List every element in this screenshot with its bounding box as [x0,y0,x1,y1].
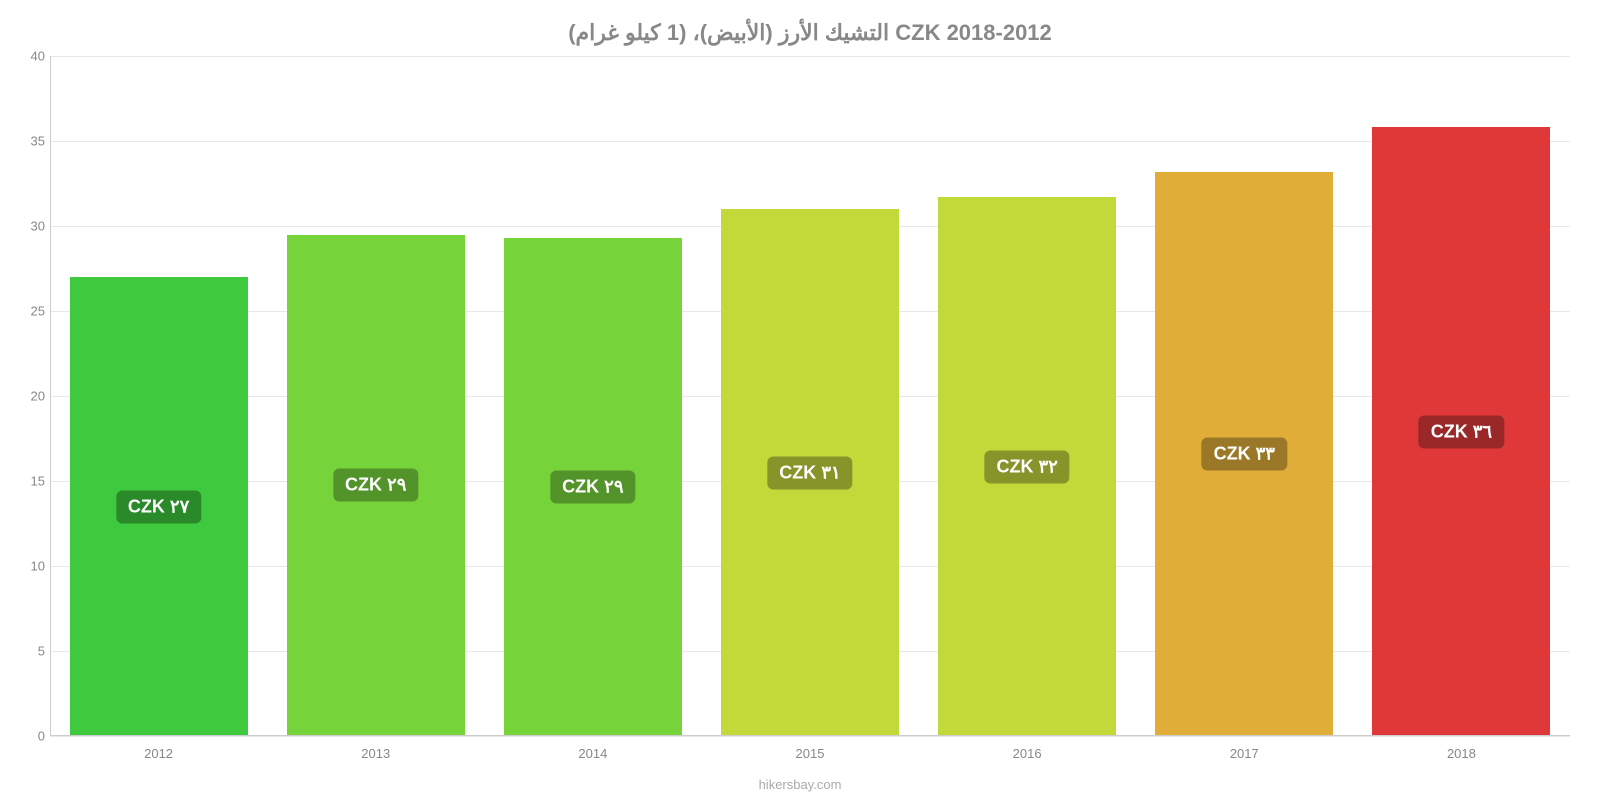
bar-value-label: ٢٩ CZK [333,469,418,502]
y-axis: 0510152025303540 [15,56,45,736]
y-tick-label: 20 [15,389,45,404]
bar-value-label: ٣٦ CZK [1419,415,1504,448]
bar: ٢٧ CZK [70,277,248,736]
y-tick-label: 0 [15,729,45,744]
y-tick-label: 30 [15,219,45,234]
bar-slot: ٢٩ CZK [484,56,701,736]
bar-slot: ٣٢ CZK [919,56,1136,736]
bar-value-label: ٣١ CZK [767,456,852,489]
bar-value-label: ٣٢ CZK [984,450,1069,483]
chart-container: التشيك الأرز (الأبيض)، (1 كيلو غرام) CZK… [50,20,1570,780]
y-tick-label: 40 [15,49,45,64]
plot-area: 0510152025303540 ٢٧ CZK٢٩ CZK٢٩ CZK٣١ CZ… [50,56,1570,736]
x-tick-label: 2014 [484,746,701,761]
bar-slot: ٣٦ CZK [1353,56,1570,736]
bar-slot: ٣١ CZK [701,56,918,736]
bar: ٣١ CZK [721,209,899,736]
x-tick-label: 2015 [701,746,918,761]
bar-slot: ٣٣ CZK [1136,56,1353,736]
y-tick-label: 25 [15,304,45,319]
bar-value-label: ٢٧ CZK [116,490,201,523]
grid-line [50,736,1570,737]
bar-slot: ٢٩ CZK [267,56,484,736]
x-axis-labels: 2012201320142015201620172018 [50,746,1570,761]
y-tick-label: 5 [15,644,45,659]
chart-title: التشيك الأرز (الأبيض)، (1 كيلو غرام) CZK… [50,20,1570,46]
bar-value-label: ٢٩ CZK [550,470,635,503]
y-axis-line [50,56,51,736]
bar-slot: ٢٧ CZK [50,56,267,736]
x-tick-label: 2013 [267,746,484,761]
bar: ٢٩ CZK [504,238,682,736]
bar: ٣٢ CZK [938,197,1116,736]
bar: ٣٣ CZK [1155,172,1333,736]
x-axis-line [50,735,1570,736]
bar-value-label: ٣٣ CZK [1202,437,1287,470]
y-tick-label: 15 [15,474,45,489]
bar: ٣٦ CZK [1372,127,1550,736]
x-tick-label: 2018 [1353,746,1570,761]
y-tick-label: 35 [15,134,45,149]
bar: ٢٩ CZK [287,235,465,737]
attribution-text: hikersbay.com [759,777,842,792]
x-tick-label: 2012 [50,746,267,761]
x-tick-label: 2016 [919,746,1136,761]
x-tick-label: 2017 [1136,746,1353,761]
y-tick-label: 10 [15,559,45,574]
bars-group: ٢٧ CZK ٢٩ CZK ٢٩ CZK ٣١ CZK ٣٢ CZK ٣٣ CZK ٣٦ C… [50,56,1570,736]
